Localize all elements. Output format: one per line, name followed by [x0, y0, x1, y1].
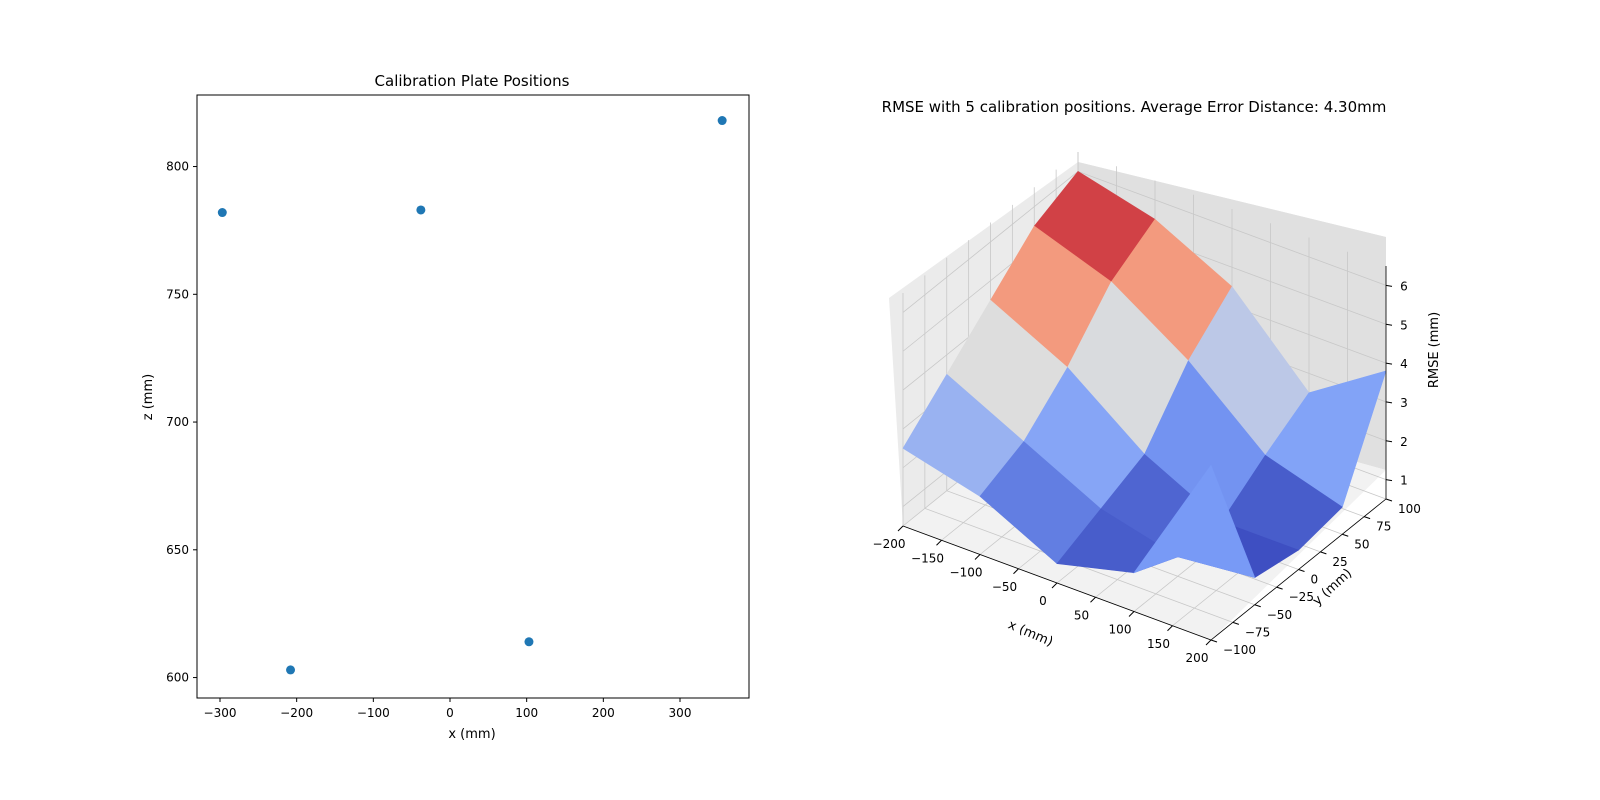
surface-y-tick	[1276, 586, 1283, 590]
surface-y-tick	[1385, 498, 1393, 502]
surface-y-tick-label: −75	[1245, 625, 1270, 639]
scatter-x-label: x (mm)	[448, 727, 495, 742]
surface-y-gridline	[924, 275, 1234, 623]
surface-x-tick	[1128, 611, 1135, 617]
surface-x-tick-label: −200	[873, 537, 906, 551]
surface-z-tick-label: 2	[1400, 435, 1408, 449]
surface-z-tick	[1385, 401, 1393, 404]
scatter-y-tick-label: 700	[166, 415, 189, 429]
scatter-x-tick-label: 100	[515, 706, 538, 720]
surface-z-tick	[1385, 440, 1393, 443]
scatter-x-tick-label: 200	[592, 706, 615, 720]
surface-y-tick	[1210, 639, 1218, 643]
scatter-x-tick-label: 0	[446, 706, 454, 720]
surface-y-tick-label: 100	[1398, 502, 1421, 516]
surface-y-tick-label: −100	[1223, 643, 1256, 657]
surface-x-tick	[974, 554, 981, 560]
surface-x-tick-label: −150	[911, 551, 944, 565]
scatter-x-tick-label: −100	[357, 706, 390, 720]
surface-y-tick-label: −50	[1267, 608, 1292, 622]
surface-y-tick-label: 0	[1311, 573, 1319, 587]
surface-x-tick-label: 0	[1039, 594, 1047, 608]
scatter-plot-frame	[196, 94, 750, 699]
surface-z-label: RMSE (mm)	[1427, 312, 1442, 388]
scatter-point	[524, 637, 534, 647]
surface-z-tick-label: 4	[1400, 357, 1408, 371]
surface-x-tick	[1051, 582, 1058, 589]
surface-z-tick-label: 5	[1400, 318, 1408, 332]
scatter-point	[286, 665, 296, 675]
surface-y-tick	[1320, 551, 1327, 555]
surface-z-tick-label: 1	[1400, 474, 1408, 488]
surface-y-tick-label: 75	[1376, 520, 1391, 534]
scatter-y-tick-label: 800	[166, 160, 189, 174]
surface-x-tick	[1205, 639, 1212, 646]
scatter-title: Calibration Plate Positions	[375, 72, 570, 90]
scatter-y-tick-label: 750	[166, 287, 189, 301]
surface-x-tick	[1167, 625, 1173, 632]
scatter-x-ticks: −300 −200 −100 0 100 200 300	[204, 698, 692, 720]
surface-x-tick-label: 150	[1147, 637, 1170, 651]
surface-x-ticks: −200 −150 −100 −50 0 50 100 150 200	[873, 525, 1212, 665]
scatter-y-label: z (mm)	[141, 374, 156, 420]
surface-y-tick	[1363, 516, 1371, 520]
surface-z-tick	[1385, 362, 1393, 365]
surface-z-ticks: 1 2 3 4 5 6	[1385, 266, 1408, 499]
surface-y-gridline	[946, 257, 1255, 606]
surface-y-tick-label: −25	[1289, 590, 1314, 604]
surface-x-tick	[897, 525, 904, 532]
surface-y-ticks: −100 −75 −50 −25 0 25 50 75 100	[1210, 498, 1421, 657]
surface-y-tick	[1298, 569, 1305, 572]
surface-z-tick	[1385, 323, 1393, 326]
scatter-point	[217, 208, 227, 218]
scatter-points	[217, 116, 727, 675]
surface-y-tick	[1342, 533, 1349, 537]
surface-y-axis-line	[1210, 498, 1387, 641]
surface-x-tick-label: 100	[1109, 623, 1132, 637]
surface-face	[1133, 464, 1256, 579]
surface-chart: RMSE with 5 calibration positions. Avera…	[873, 98, 1442, 665]
surface-z-tick	[1385, 479, 1393, 482]
surface-z-tick	[1385, 284, 1393, 287]
surface-title: RMSE with 5 calibration positions. Avera…	[882, 98, 1387, 116]
surface-y-tick	[1254, 604, 1261, 608]
surface-x-tick	[1090, 596, 1096, 603]
surface-y-tick-label: 25	[1332, 555, 1347, 569]
scatter-point	[717, 116, 727, 126]
surface-x-tick-label: −50	[992, 580, 1017, 594]
scatter-y-tick-label: 650	[166, 543, 189, 557]
surface-x-tick-label: 200	[1186, 651, 1209, 665]
surface-y-tick	[1232, 621, 1240, 625]
surface-z-tick-label: 3	[1400, 396, 1408, 410]
scatter-x-tick-label: −300	[204, 706, 237, 720]
surface-x-tick-label: 50	[1074, 608, 1089, 622]
surface-z-tick-label: 6	[1400, 279, 1408, 293]
surface-x-tick-label: −100	[950, 566, 983, 580]
surface-x-axis-line	[902, 525, 1212, 641]
surface-faces	[902, 171, 1387, 579]
scatter-y-ticks: 600 650 700 750 800	[166, 160, 197, 685]
scatter-chart: Calibration Plate Positions −300 −200 −100…	[141, 72, 750, 742]
scatter-x-tick-label: 300	[669, 706, 692, 720]
scatter-x-tick-label: −200	[280, 706, 313, 720]
scatter-point	[416, 205, 426, 215]
surface-y-tick-label: 50	[1354, 537, 1369, 551]
surface-x-tick	[1013, 568, 1019, 575]
scatter-y-tick-label: 600	[166, 671, 189, 685]
surface-x-tick	[936, 539, 942, 546]
